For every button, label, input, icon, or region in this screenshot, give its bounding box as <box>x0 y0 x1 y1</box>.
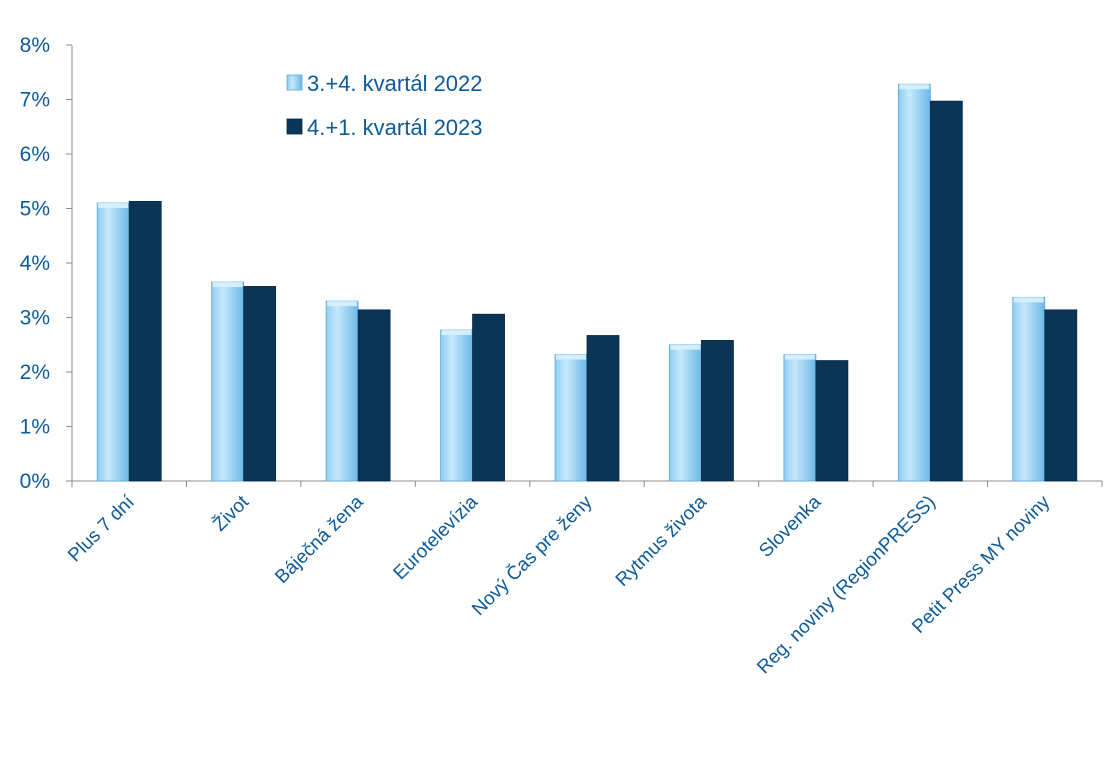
legend-label: 4.+1. kvartál 2023 <box>307 115 483 140</box>
legend-swatch <box>286 74 303 91</box>
category-label: Nový Čas pre ženy <box>467 491 596 620</box>
category-label: Rytmus života <box>612 491 712 591</box>
bar-series1 <box>669 344 702 482</box>
category-label: Život <box>209 490 254 535</box>
category-label: Eurotelevízia <box>390 491 483 584</box>
bar-highlight <box>1013 297 1044 303</box>
bar-highlight <box>670 344 701 350</box>
bar-highlight <box>441 330 472 336</box>
category-label: Báječná žena <box>271 491 368 588</box>
bar-highlight <box>212 282 243 288</box>
y-tick-label: 1% <box>20 416 50 439</box>
y-tick-label: 0% <box>20 470 50 493</box>
bar-series2 <box>243 286 277 482</box>
bar-highlight <box>899 84 930 90</box>
legend-swatch <box>286 118 303 135</box>
category-label: Slovenka <box>755 491 825 561</box>
bar-series2 <box>357 309 391 482</box>
bar-series2 <box>586 335 620 482</box>
bars <box>96 83 1078 482</box>
bar-highlight <box>98 203 129 209</box>
category-label: Plus 7 dní <box>64 491 139 566</box>
y-tick-label: 7% <box>20 89 50 112</box>
bar-highlight <box>784 354 815 360</box>
bar-series1 <box>325 300 359 482</box>
y-tick-labels: 0% 1% 2% 3% 4% 5% 6% 7% 8% <box>20 34 50 493</box>
bar-series1 <box>440 329 473 482</box>
y-tick-label: 3% <box>20 307 50 330</box>
bar-series2 <box>929 100 963 482</box>
bar-series2 <box>815 360 849 482</box>
bar-series1 <box>554 354 588 482</box>
bar-series2 <box>472 313 505 482</box>
y-tick-label: 6% <box>20 143 50 166</box>
bar-series1 <box>211 281 245 482</box>
bar-series1 <box>897 83 931 482</box>
y-tick-label: 4% <box>20 252 50 275</box>
bar-highlight <box>327 301 358 307</box>
bar-series1 <box>783 354 817 482</box>
bar-series2 <box>1044 309 1078 482</box>
bar-series2 <box>128 201 162 482</box>
bar-series1 <box>96 202 130 482</box>
y-tick-label: 2% <box>20 361 50 384</box>
category-labels: Plus 7 dní Život Báječná žena Eurotelevízia… <box>64 490 1054 678</box>
legend: 3.+4. kvartál 2022 4.+1. kvartál 2023 <box>286 71 483 140</box>
bar-series2 <box>701 339 734 482</box>
legend-label: 3.+4. kvartál 2022 <box>307 71 483 96</box>
bar-highlight <box>556 354 586 360</box>
bar-series1 <box>1012 296 1046 482</box>
y-tick-label: 5% <box>20 198 50 221</box>
y-tick-label: 8% <box>20 34 50 57</box>
